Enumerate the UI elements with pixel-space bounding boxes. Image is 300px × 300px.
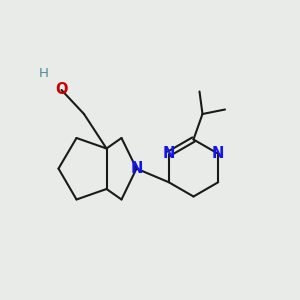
Text: N: N <box>163 146 175 161</box>
Text: O: O <box>55 82 68 98</box>
Text: N: N <box>130 161 143 176</box>
Text: H: H <box>39 67 48 80</box>
Text: N: N <box>212 146 224 161</box>
